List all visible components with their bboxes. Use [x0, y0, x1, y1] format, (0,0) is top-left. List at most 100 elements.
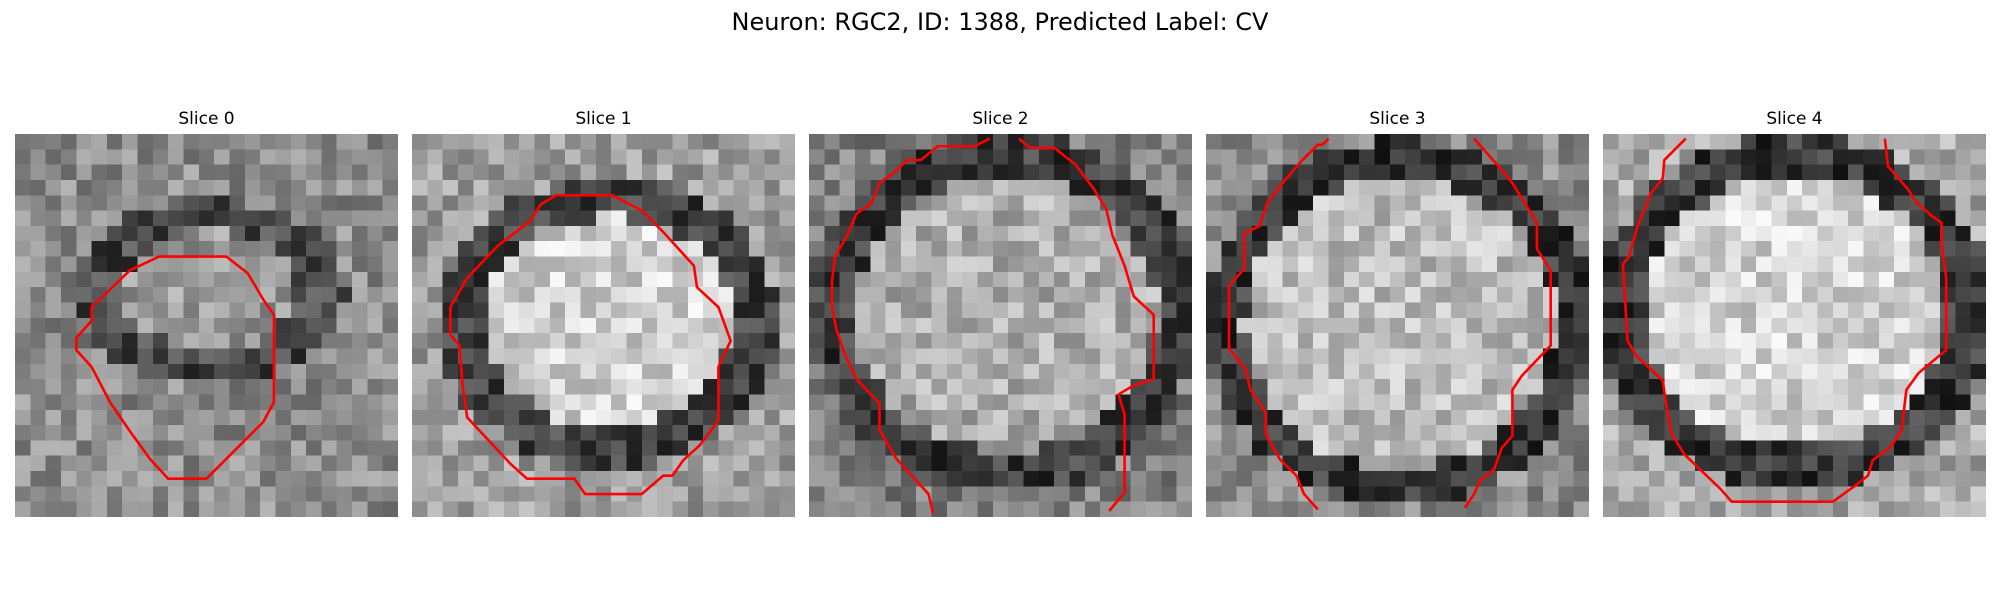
pixel-cell [1970, 440, 1986, 457]
pixel-cell [1970, 287, 1986, 303]
pixel-cell [1558, 241, 1574, 257]
pixel-cell [687, 333, 704, 349]
pixel-cell [382, 195, 398, 211]
pixel-cell [931, 179, 948, 196]
pixel-cell [1221, 394, 1237, 411]
pixel-cell [1435, 363, 1452, 380]
pixel-cell [60, 164, 77, 181]
pixel-cell [1481, 379, 1498, 395]
pixel-cell [672, 271, 689, 288]
pixel-cell [1940, 379, 1956, 395]
pixel-cell [1878, 471, 1895, 487]
pixel-cell [1176, 348, 1192, 365]
pixel-cell [91, 486, 108, 502]
pixel-cell [870, 379, 886, 395]
pixel-cell [809, 379, 825, 395]
pixel-cell [1679, 241, 1696, 257]
pixel-cell [1527, 333, 1544, 349]
pixel-cell [45, 501, 62, 517]
pixel-cell [1451, 256, 1467, 273]
pixel-cell [1694, 348, 1711, 365]
pixel-cell [854, 501, 871, 517]
pixel-cell [1573, 455, 1589, 472]
pixel-cell [1527, 164, 1544, 181]
pixel-cell [1771, 501, 1788, 517]
pixel-cell [1420, 379, 1437, 395]
pixel-cell [1435, 287, 1452, 303]
pixel-cell [106, 210, 123, 227]
pixel-cell [1267, 271, 1283, 288]
pixel-cell [1313, 501, 1329, 517]
pixel-cell [580, 348, 597, 365]
pixel-cell [473, 241, 489, 257]
pixel-cell [992, 179, 1009, 196]
pixel-cell [824, 333, 840, 349]
pixel-cell [1389, 425, 1406, 441]
pixel-cell [1297, 302, 1314, 319]
pixel-cell [824, 195, 840, 211]
pixel-cell [60, 225, 77, 242]
pixel-cell [687, 302, 704, 319]
pixel-cell [1435, 164, 1452, 181]
pixel-cell [549, 363, 566, 380]
pixel-cell [1100, 287, 1116, 303]
pixel-cell [1603, 256, 1619, 273]
pixel-cell [1313, 287, 1329, 303]
pixel-cell [1115, 179, 1132, 196]
pixel-cell [1955, 195, 1971, 211]
pixel-cell [1328, 363, 1345, 380]
pixel-cell [1176, 379, 1192, 395]
pixel-cell [1558, 363, 1574, 380]
pixel-cell [1206, 225, 1222, 242]
pixel-cell [1481, 302, 1498, 319]
pixel-cell [839, 394, 856, 411]
pixel-cell [779, 225, 795, 242]
pixel-cell [1786, 302, 1803, 319]
pixel-cell [260, 379, 276, 395]
pixel-cell [457, 241, 474, 257]
pixel-cell [260, 317, 276, 334]
pixel-cell [1389, 271, 1406, 288]
pixel-cell [336, 440, 353, 457]
pixel-cell [106, 302, 123, 319]
pixel-cell [534, 425, 551, 441]
pixel-cell [1313, 241, 1329, 257]
pixel-cell [1008, 425, 1024, 441]
pixel-cell [367, 379, 383, 395]
pixel-cell [1176, 195, 1192, 211]
pixel-cell [306, 241, 322, 257]
pixel-cell [152, 179, 169, 196]
pixel-cell [488, 363, 505, 380]
pixel-cell [900, 134, 917, 150]
pixel-cell [106, 455, 123, 472]
pixel-cell [839, 134, 856, 150]
pixel-cell [122, 195, 138, 211]
pixel-cell [1115, 287, 1132, 303]
pixel-cell [1694, 333, 1711, 349]
pixel-cell [1267, 302, 1283, 319]
pixel-cell [91, 256, 108, 273]
pixel-cell [595, 225, 612, 242]
pixel-cell [1038, 134, 1055, 150]
pixel-cell [352, 348, 368, 365]
pixel-cell [916, 164, 932, 181]
pixel-cell [657, 363, 673, 380]
pixel-cell [946, 225, 963, 242]
pixel-cell [1848, 134, 1864, 150]
pixel-cell [1648, 486, 1665, 502]
pixel-cell [1603, 394, 1619, 411]
pixel-cell [1435, 425, 1452, 441]
pixel-cell [1054, 134, 1070, 150]
pixel-cell [1221, 210, 1237, 227]
pixel-cell [1343, 425, 1360, 441]
pixel-cell [1359, 455, 1375, 472]
pixel-cell [367, 425, 383, 441]
pixel-cell [1130, 271, 1147, 288]
pixel-cell [1100, 179, 1116, 196]
pixel-cell [962, 210, 978, 227]
pixel-cell [122, 486, 138, 502]
pixel-cell [1161, 471, 1177, 487]
pixel-cell [595, 271, 612, 288]
pixel-cell [30, 394, 46, 411]
pixel-cell [412, 149, 428, 165]
